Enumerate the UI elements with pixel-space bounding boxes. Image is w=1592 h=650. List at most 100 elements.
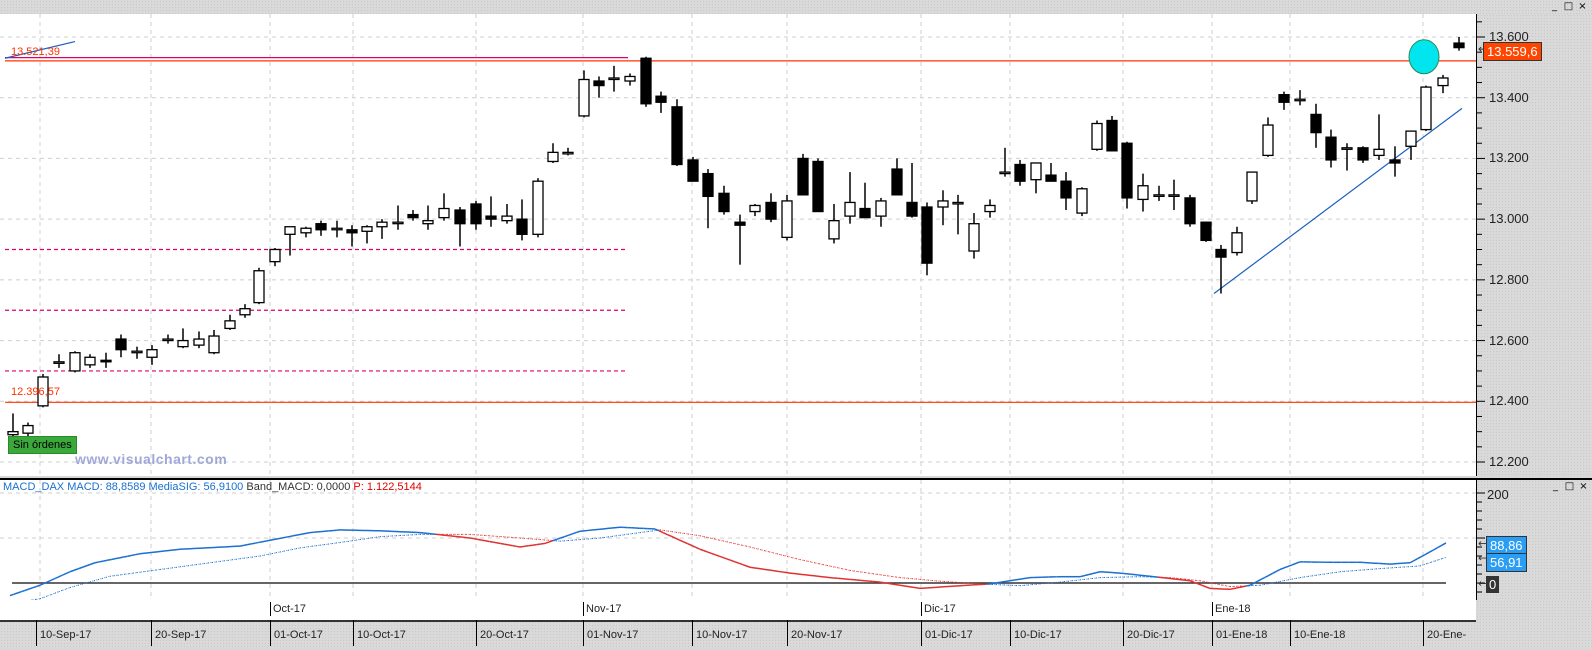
- candle[interactable]: [1279, 92, 1289, 110]
- candle[interactable]: [132, 347, 142, 359]
- candle[interactable]: [1077, 187, 1087, 216]
- candle[interactable]: [766, 193, 776, 222]
- candle[interactable]: [1358, 146, 1368, 163]
- candlestick-chart[interactable]: [0, 14, 1476, 476]
- candle[interactable]: [85, 354, 95, 368]
- candle[interactable]: [1421, 86, 1431, 132]
- candle[interactable]: [101, 353, 111, 368]
- candle[interactable]: [750, 204, 760, 216]
- candle[interactable]: [533, 178, 543, 237]
- candle[interactable]: [70, 351, 80, 372]
- candle[interactable]: [876, 198, 886, 227]
- candle[interactable]: [254, 268, 264, 304]
- candle[interactable]: [455, 207, 465, 246]
- candle[interactable]: [579, 70, 589, 117]
- candle[interactable]: [892, 158, 902, 194]
- candle[interactable]: [163, 335, 173, 344]
- candle[interactable]: [1201, 222, 1211, 242]
- candle[interactable]: [1138, 174, 1148, 212]
- candle[interactable]: [563, 148, 573, 156]
- candle[interactable]: [1046, 163, 1056, 181]
- candle[interactable]: [116, 335, 126, 358]
- candle[interactable]: [938, 190, 948, 225]
- candle[interactable]: [393, 205, 403, 229]
- candle[interactable]: [907, 163, 917, 218]
- candle[interactable]: [332, 221, 342, 238]
- candle[interactable]: [240, 304, 250, 318]
- candle[interactable]: [1263, 117, 1273, 156]
- candle[interactable]: [1311, 104, 1321, 148]
- candle[interactable]: [1122, 142, 1132, 209]
- candle[interactable]: [1438, 75, 1448, 93]
- candle[interactable]: [270, 248, 280, 266]
- candle[interactable]: [54, 354, 64, 368]
- candle[interactable]: [1374, 114, 1384, 160]
- price-axis[interactable]: ← 13.60013.40013.20013.00012.80012.60012…: [1476, 14, 1592, 476]
- candle[interactable]: [1061, 172, 1071, 210]
- candle[interactable]: [641, 57, 651, 107]
- candle[interactable]: [609, 66, 619, 92]
- candle[interactable]: [1390, 146, 1400, 176]
- candle[interactable]: [1031, 163, 1041, 193]
- candle[interactable]: [439, 193, 449, 220]
- candle[interactable]: [1326, 130, 1336, 168]
- candle[interactable]: [1232, 227, 1242, 256]
- candle[interactable]: [316, 221, 326, 236]
- candle[interactable]: [209, 330, 219, 354]
- macd-axis[interactable]: _ □ × ←←← 200 88,86 56,91 0: [1476, 478, 1592, 600]
- candle[interactable]: [362, 225, 372, 243]
- close-icon[interactable]: ×: [1577, 2, 1588, 12]
- price-chart-panel[interactable]: 13.521,39 12.396,57 Sin órdenes www.visu…: [0, 14, 1476, 476]
- candle[interactable]: [1000, 148, 1010, 177]
- candle[interactable]: [798, 154, 808, 195]
- macd-panel[interactable]: MACD_DAX MACD: 88,8589 MediaSIG: 56,9100…: [0, 478, 1476, 600]
- candle[interactable]: [347, 225, 357, 246]
- candle[interactable]: [688, 157, 698, 181]
- candle[interactable]: [225, 315, 235, 330]
- resistance-level-label: 13.521,39: [11, 46, 60, 58]
- candle[interactable]: [1107, 116, 1117, 151]
- candle[interactable]: [423, 205, 433, 229]
- candle[interactable]: [813, 158, 823, 211]
- candle[interactable]: [301, 227, 311, 238]
- candle[interactable]: [922, 202, 932, 275]
- candle[interactable]: [985, 199, 995, 217]
- candle[interactable]: [1015, 160, 1025, 186]
- candle[interactable]: [656, 92, 666, 113]
- candle[interactable]: [860, 183, 870, 218]
- candle[interactable]: [517, 199, 527, 240]
- candle[interactable]: [594, 76, 604, 97]
- orders-status-badge[interactable]: Sin órdenes: [8, 436, 77, 454]
- candle[interactable]: [502, 204, 512, 224]
- candle[interactable]: [486, 196, 496, 226]
- candle[interactable]: [1092, 120, 1102, 150]
- macd-chart[interactable]: [0, 480, 1476, 600]
- candle[interactable]: [147, 345, 157, 365]
- candle[interactable]: [471, 201, 481, 230]
- candle[interactable]: [735, 215, 745, 265]
- candle[interactable]: [1185, 195, 1195, 227]
- candle[interactable]: [1454, 37, 1464, 51]
- candle[interactable]: [719, 186, 729, 215]
- candle[interactable]: [178, 328, 188, 348]
- candle[interactable]: [1342, 143, 1352, 170]
- candle[interactable]: [548, 143, 558, 163]
- candle[interactable]: [969, 213, 979, 259]
- candle[interactable]: [1154, 186, 1164, 201]
- candle[interactable]: [1169, 180, 1179, 210]
- candle[interactable]: [782, 195, 792, 241]
- candle[interactable]: [845, 172, 855, 224]
- candle[interactable]: [1247, 172, 1257, 204]
- candle[interactable]: [672, 99, 682, 166]
- candle[interactable]: [953, 195, 963, 234]
- candle[interactable]: [1406, 131, 1416, 160]
- minimize-icon[interactable]: _: [1549, 2, 1560, 12]
- candle[interactable]: [625, 73, 635, 85]
- candle[interactable]: [377, 219, 387, 239]
- candle[interactable]: [194, 331, 204, 348]
- date-tick-label: 10-Nov-17: [692, 620, 747, 646]
- candle[interactable]: [285, 227, 295, 256]
- candle[interactable]: [829, 204, 839, 243]
- maximize-icon[interactable]: □: [1563, 2, 1574, 12]
